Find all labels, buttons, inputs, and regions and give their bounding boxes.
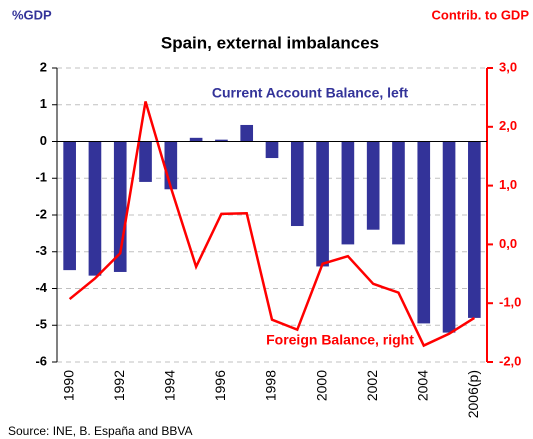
x-tick-label: 2006(p) <box>465 370 481 418</box>
x-tick-label: 2004 <box>414 370 430 401</box>
y-tick-label: 1 <box>40 96 47 111</box>
bar <box>417 141 431 324</box>
y2-tick-label: -1,0 <box>499 295 521 310</box>
bar <box>189 137 203 142</box>
bar <box>442 141 456 333</box>
y-tick-label: -3 <box>35 243 47 258</box>
line <box>68 101 476 348</box>
bar <box>88 141 102 276</box>
x-tick-label: 1992 <box>111 370 127 401</box>
y-tick-label: 0 <box>40 133 47 148</box>
bar <box>265 141 279 159</box>
y2-axis-label: Contrib. to GDP <box>432 7 530 22</box>
x-tick-label: 2002 <box>364 370 380 401</box>
bar <box>392 141 405 245</box>
bar <box>240 124 254 142</box>
bar-series-label: Current Account Balance, left <box>212 85 409 101</box>
y-tick-label: -4 <box>35 280 47 295</box>
bar <box>366 141 380 230</box>
bar <box>290 141 304 227</box>
x-tick-label: 1990 <box>60 370 76 401</box>
x-tick-label: 2000 <box>313 370 329 401</box>
bar <box>215 139 228 142</box>
y2-tick-label: 3,0 <box>499 59 517 74</box>
bar <box>164 141 178 190</box>
y2-tick-label: 0,0 <box>499 236 517 251</box>
y2-tick-label: 1,0 <box>499 177 517 192</box>
x-tick-label: 1994 <box>162 370 178 401</box>
y-tick-label: -6 <box>35 353 47 368</box>
bar <box>341 141 355 245</box>
x-tick-label: 1996 <box>212 370 228 401</box>
y-tick-label: -5 <box>35 317 47 332</box>
bar <box>139 141 152 182</box>
source: Source: INE, B. España and BBVA <box>8 424 193 438</box>
y2-tick-label: 2,0 <box>499 118 517 133</box>
chart-title: Spain, external imbalances <box>161 33 379 52</box>
bar <box>63 141 76 271</box>
y2-tick-label: -2,0 <box>499 353 521 368</box>
line-series-label: Foreign Balance, right <box>266 332 414 348</box>
x-tick-label: 1998 <box>263 370 279 401</box>
bar <box>316 141 329 267</box>
y-tick-label: -1 <box>35 170 47 185</box>
bar <box>468 141 481 318</box>
y-axis-label: %GDP <box>12 7 52 22</box>
y-tick-label: -2 <box>35 206 47 221</box>
y-tick-label: 2 <box>40 59 47 74</box>
